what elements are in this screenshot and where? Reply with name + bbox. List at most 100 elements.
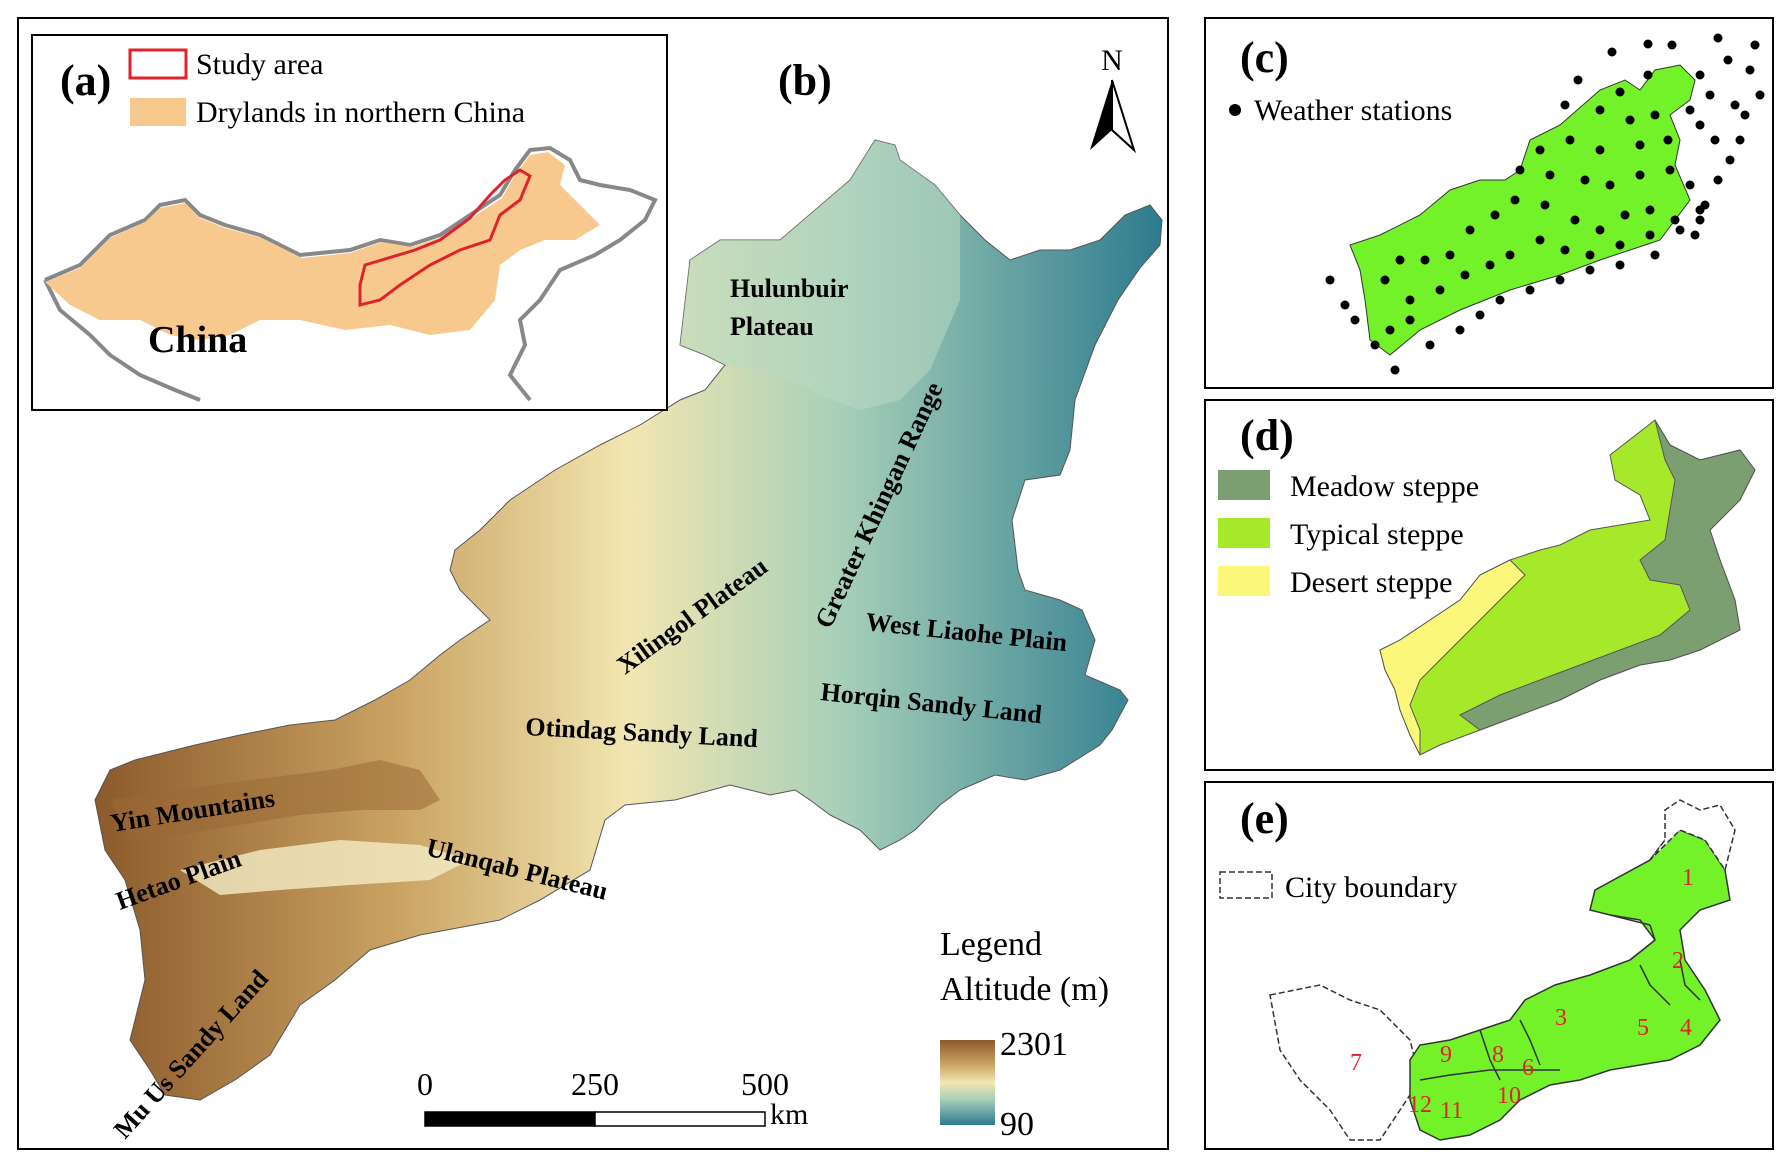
city-number-4: 4 [1680,1015,1692,1041]
weather-station-dot [1370,340,1380,350]
weather-station-dot [1555,275,1565,285]
legend-drylands-label: Drylands in northern China [196,96,525,129]
panel-e-city-boundaries [1419,914,1701,1081]
yin-mountains-band [110,760,440,840]
panel-e-letter: (e) [1240,794,1289,843]
weather-stations [1325,33,1765,375]
weather-station-dot [1645,230,1655,240]
weather-station-dot [1735,135,1745,145]
panel-c-letter: (c) [1240,33,1289,82]
weather-station-dot [1595,105,1605,115]
weather-station-dot [1585,250,1595,260]
scale-bar: 0 250 500 km [417,1066,808,1131]
legend-study-area-swatch [128,48,188,80]
weather-station-dot [1505,250,1515,260]
weather-station-dot [1570,215,1580,225]
legend-desert-label: Desert steppe [1290,566,1452,599]
legend-drylands-swatch [130,98,186,126]
hulunbuir-region [680,140,960,410]
city-number-5: 5 [1637,1015,1649,1041]
weather-station-dot [1405,295,1415,305]
weather-station-dot [1695,120,1705,130]
weather-station-dot [1620,210,1630,220]
weather-station-dot [1545,170,1555,180]
weather-station-dot [1665,165,1675,175]
panel-d-meadow-steppe [1459,419,1756,731]
weather-station-dot [1690,230,1700,240]
weather-station-dot [1645,205,1655,215]
weather-station-dot [1445,250,1455,260]
weather-station-dot [1340,300,1350,310]
weather-station-dot [1685,105,1695,115]
weather-station-dot [1595,145,1605,155]
panel-e-north-city [1649,799,1736,872]
weather-station-dot [1495,295,1505,305]
weather-station-dot [1420,255,1430,265]
city-number-10: 10 [1497,1083,1521,1109]
weather-station-dot [1475,310,1485,320]
weather-station-dot [1405,315,1415,325]
weather-station-dot [1705,90,1715,100]
city-number-3: 3 [1555,1005,1567,1031]
legend-title: Legend [940,926,1042,963]
legend-meadow-label: Meadow steppe [1290,470,1479,503]
weather-station-dot [1740,110,1750,120]
weather-station-dot [1485,260,1495,270]
city-number-6: 6 [1522,1055,1534,1081]
china-label: China [148,319,247,361]
weather-station-dot [1385,325,1395,335]
weather-station-dot [1435,285,1445,295]
weather-station-dot [1675,225,1685,235]
city-number-1: 1 [1682,865,1694,891]
weather-station-dot [1667,40,1677,50]
weather-station-dot [1625,115,1635,125]
legend-typical-swatch [1218,518,1270,548]
weather-station-dot [1325,275,1335,285]
legend-study-area-label: Study area [196,48,323,81]
weather-station-dot [1465,225,1475,235]
hetao-plain-band [180,840,470,895]
weather-station-dot [1380,275,1390,285]
weather-station-dot [1713,175,1723,185]
weather-station-dot [1390,365,1400,375]
weather-station-dot [1643,39,1653,49]
weather-station-dot [1745,65,1755,75]
city-number-2: 2 [1672,948,1684,974]
panel-c-study-area [1349,64,1696,356]
panel-e-white-city [1269,984,1421,1141]
city-number-12: 12 [1408,1092,1432,1118]
weather-station-dot [1455,325,1465,335]
weather-station-dot [1607,47,1617,57]
scale-tick-500: 500 [741,1066,789,1102]
weather-station-dot [1560,100,1570,110]
legend-subtitle: Altitude (m) [940,971,1109,1008]
weather-station-dot [1730,100,1740,110]
weather-station-dot [1525,285,1535,295]
weather-station-dot [1643,70,1653,80]
city-boundary-label: City boundary [1285,871,1458,904]
china-outline [43,145,658,402]
weather-station-dot [1615,87,1625,97]
scale-tick-0: 0 [417,1066,433,1102]
weather-station-dot [1585,265,1595,275]
weather-station-dot [1595,225,1605,235]
weather-station-dot [1635,170,1645,180]
label-hulunbuir-1: Hulunbuir [730,274,849,303]
weather-station-dot [1700,200,1710,210]
weather-station-dot [1650,110,1660,120]
altitude-colorbar [940,1040,995,1125]
weather-station-dot [1565,135,1575,145]
weather-station-dot [1710,135,1720,145]
weather-station-dot [1615,260,1625,270]
weather-station-dot [1535,235,1545,245]
weather-station-dot [1490,210,1500,220]
weather-station-dot [1650,250,1660,260]
weather-station-dot [1605,180,1615,190]
weather-station-dot [1713,33,1723,43]
weather-station-dot [1540,200,1550,210]
weather-station-dot [1723,55,1733,65]
weather-station-dot [1510,195,1520,205]
legend-min: 90 [1000,1106,1034,1143]
city-boundary-swatch [1219,871,1273,899]
